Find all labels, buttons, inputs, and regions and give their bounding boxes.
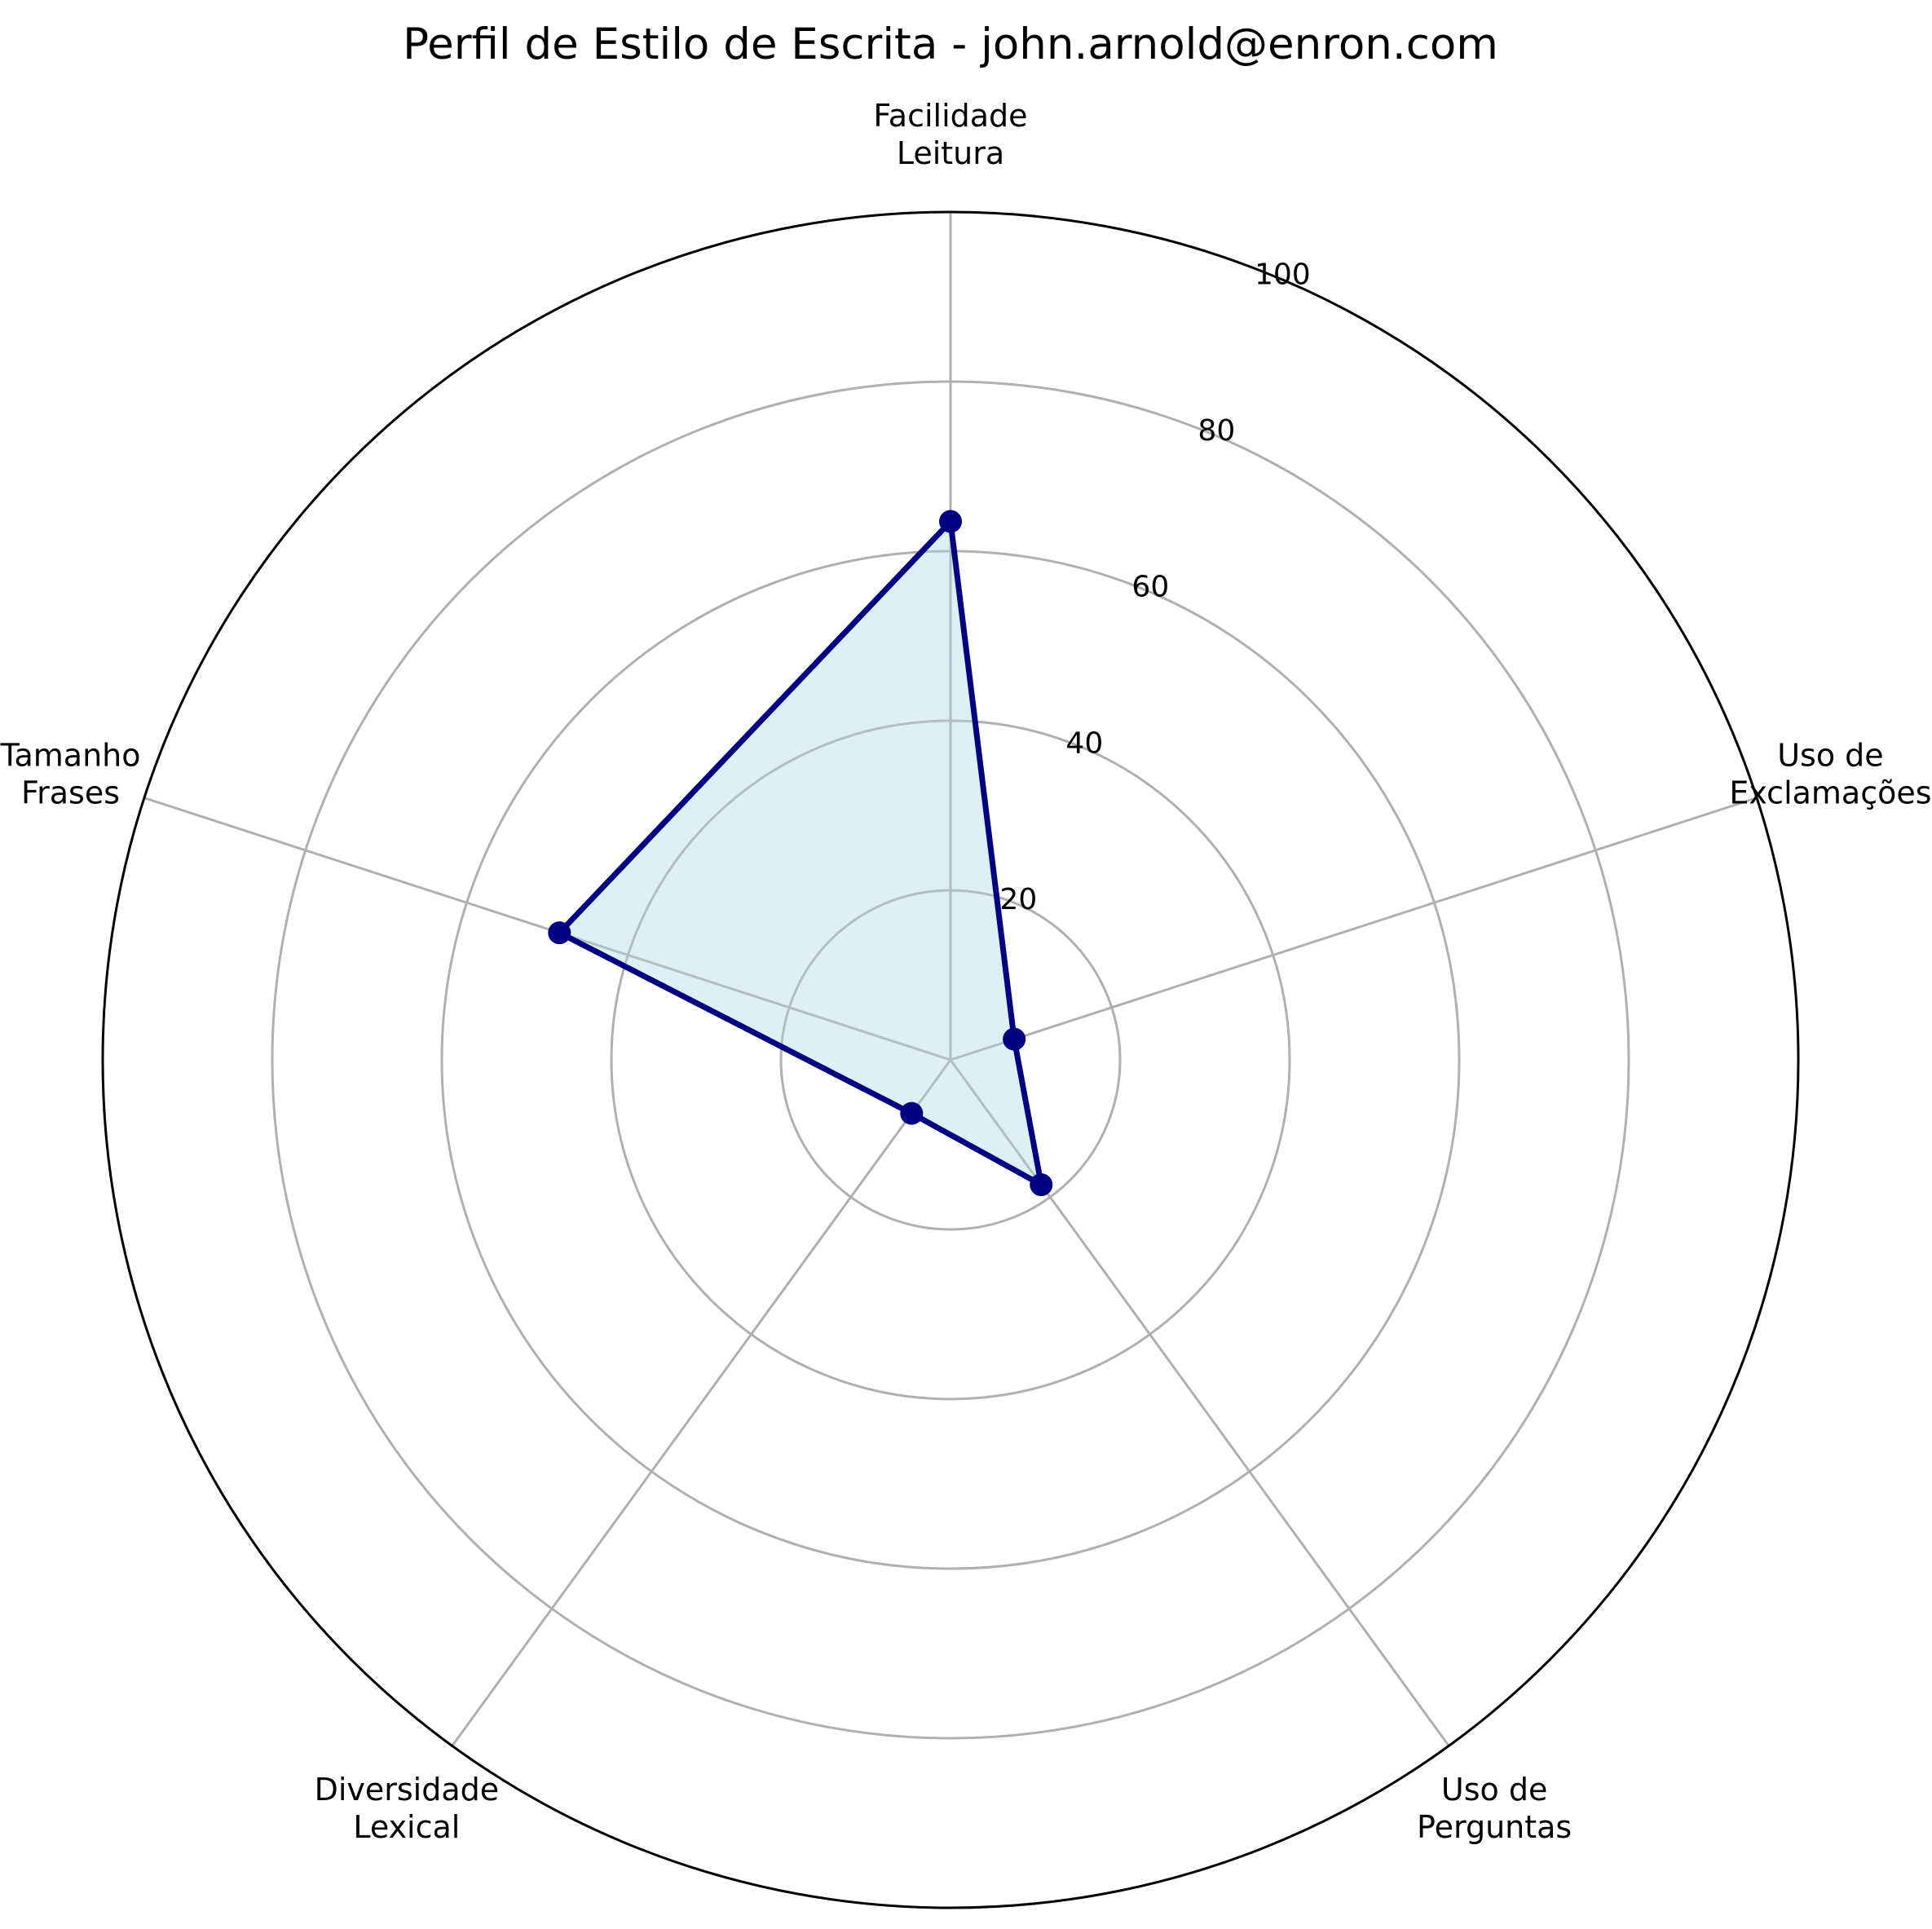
grid-spoke [950,797,1758,1062]
category-label: Tamanho Frases [0,737,141,810]
grid-spoke [143,797,951,1062]
series-line [556,519,1044,1188]
grid-spoke [451,1059,952,1747]
radial-tick-label: 40 [1065,726,1103,760]
series-area [559,521,1042,1185]
series-layer [548,510,1053,1197]
data-point [900,1101,924,1125]
chart-title: Perfil de Estilo de Escrita - john.arnol… [403,20,1498,69]
category-label: Uso de Perguntas [1417,1772,1572,1845]
category-label: Diversidade Lexical [315,1772,500,1845]
outer-ring [101,210,1800,1909]
category-label: Facilidade Leitura [873,98,1027,171]
radial-tick-label: 100 [1255,258,1311,292]
grid-layer [101,210,1800,1909]
label-layer: 20 40 60 80 100 Facilidade Leitura Uso de Exclam… [0,98,1932,1845]
data-point [1003,1027,1026,1051]
grid-spoke [949,1059,1450,1747]
data-point [1030,1173,1053,1197]
data-point [548,921,571,945]
data-point [939,510,962,533]
radial-tick-label: 80 [1198,414,1235,448]
radial-tick-label: 20 [999,883,1037,916]
category-label: Uso de Exclamações [1729,737,1931,810]
radial-tick-label: 60 [1131,571,1169,604]
